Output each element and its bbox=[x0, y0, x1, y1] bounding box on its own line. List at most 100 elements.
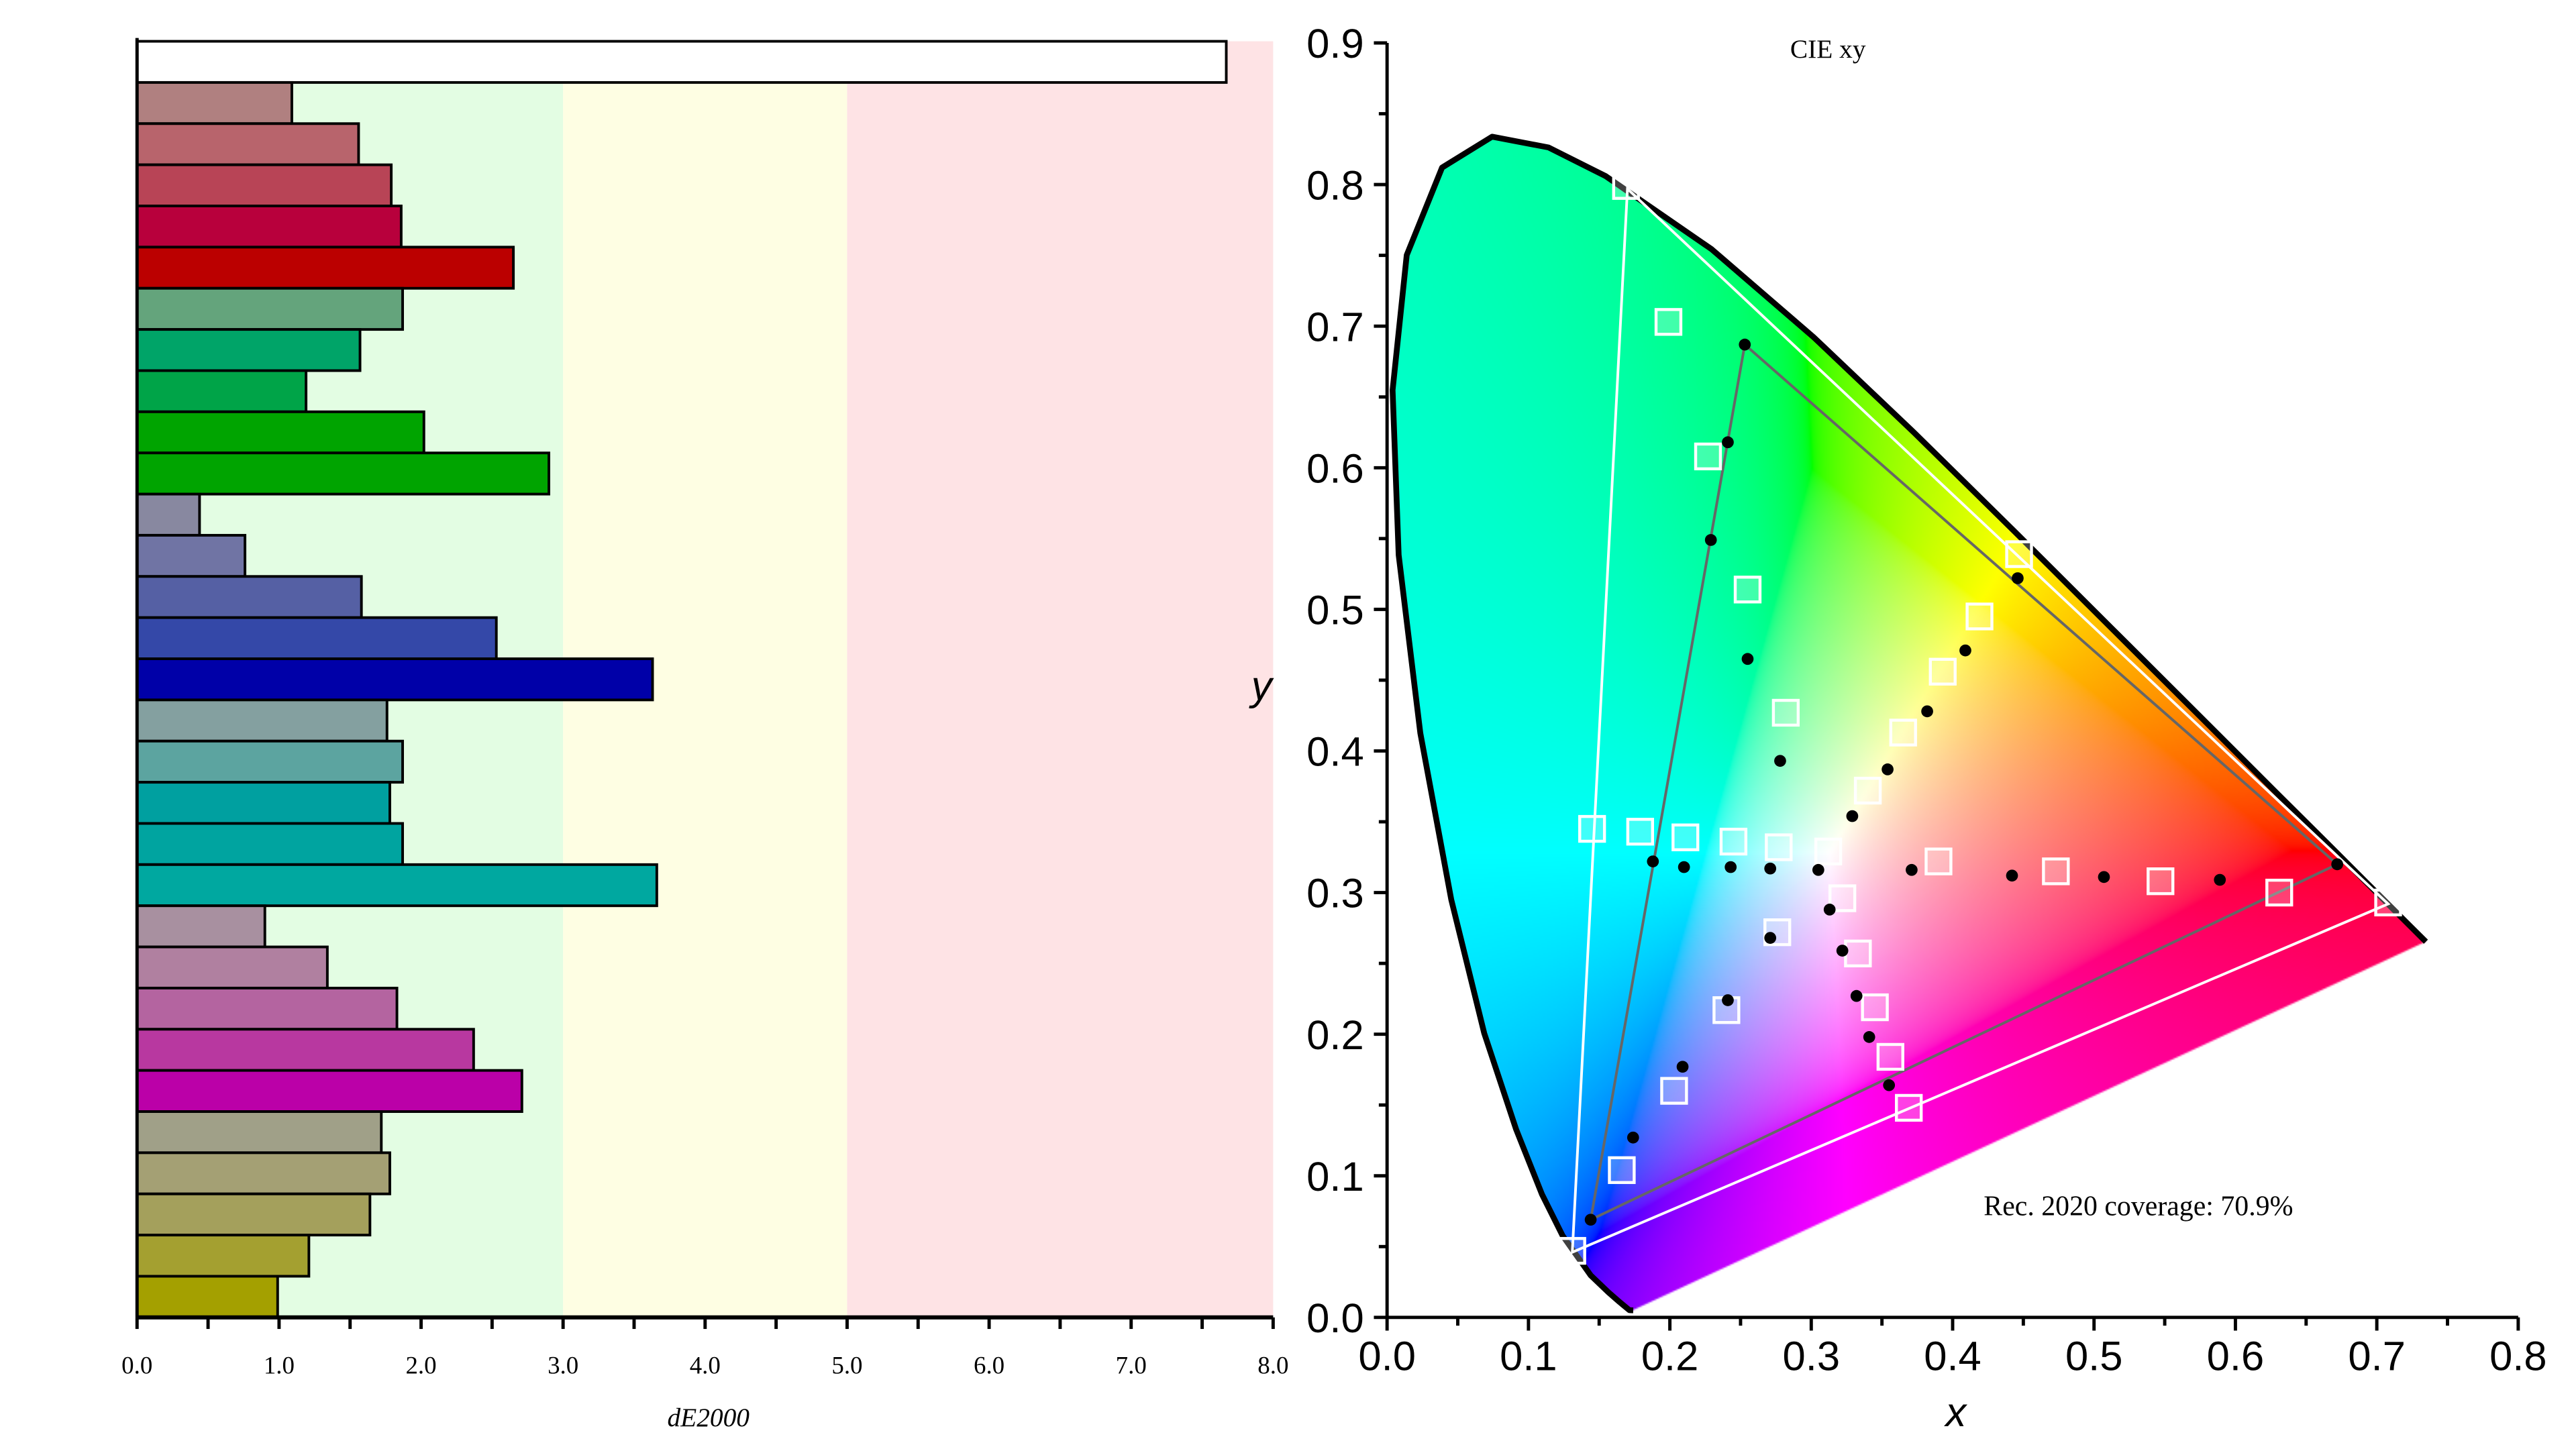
bar bbox=[136, 904, 266, 949]
y-tick-label: 0.3 bbox=[1306, 871, 1364, 917]
measured-point bbox=[1678, 861, 1690, 873]
bar bbox=[136, 698, 389, 743]
bar bbox=[136, 40, 1228, 84]
x-tick-label: 0.6 bbox=[2207, 1334, 2265, 1380]
measured-point bbox=[1584, 1214, 1597, 1226]
y-tick-label: 0.4 bbox=[1306, 729, 1364, 775]
measured-point bbox=[1863, 1031, 1875, 1043]
x-tick-label: 0.0 bbox=[121, 1352, 152, 1379]
y-tick-label: 0.9 bbox=[1306, 21, 1364, 67]
display-gamut-triangle bbox=[1588, 341, 2340, 1222]
measured-point bbox=[1812, 863, 1824, 876]
chart-title: CIE xy bbox=[1790, 34, 1866, 64]
de2000-bar-chart: 0.0 1.0 2.0 3.0 4.0 5.0 6.0 7.0 8.0 dE2000 bbox=[121, 38, 1288, 1432]
target-point bbox=[1626, 818, 1655, 846]
target-point bbox=[1876, 1042, 1904, 1071]
target-point bbox=[1928, 657, 1957, 686]
measured-point bbox=[1627, 1131, 1639, 1144]
bar bbox=[136, 1069, 523, 1113]
bar bbox=[136, 410, 425, 455]
target-point bbox=[1558, 1236, 1586, 1265]
bar bbox=[136, 575, 363, 619]
target-point bbox=[1578, 814, 1606, 843]
bar bbox=[136, 80, 293, 125]
bar bbox=[136, 822, 404, 866]
coverage-annotation: Rec. 2020 coverage: 70.9% bbox=[1983, 1191, 2293, 1222]
x-tick-label: 2.0 bbox=[405, 1352, 436, 1379]
target-point bbox=[1765, 833, 1793, 861]
bar bbox=[136, 1192, 372, 1237]
y-tick-label: 0.5 bbox=[1306, 588, 1364, 634]
y-tick-label: 0.6 bbox=[1306, 445, 1364, 492]
target-point bbox=[1861, 993, 1889, 1022]
bar bbox=[136, 122, 360, 166]
measured-point bbox=[1764, 932, 1777, 944]
target-point bbox=[1895, 1093, 1923, 1122]
bar bbox=[136, 863, 658, 908]
rec2020-gamut-triangle bbox=[1571, 186, 2391, 1254]
x-tick-label: 3.0 bbox=[548, 1352, 578, 1379]
x-axis-label: dE2000 bbox=[667, 1403, 750, 1432]
bar bbox=[136, 328, 362, 372]
target-point bbox=[2265, 878, 2294, 907]
measured-point bbox=[1882, 763, 1894, 775]
measured-point bbox=[1739, 338, 1751, 351]
bar bbox=[136, 986, 399, 1031]
y-tick-label: 0.1 bbox=[1306, 1154, 1364, 1200]
cie-xy-chart: 0.0 0.1 0.2 0.3 0.4 0.5 0.6 0.7 0.8 0.0 0.1 0.2 0.3 0… bbox=[1249, 21, 2547, 1436]
target-point bbox=[1853, 776, 1882, 805]
target-point bbox=[1924, 847, 1953, 875]
measured-point bbox=[1836, 945, 1849, 957]
measured-point bbox=[2214, 873, 2226, 886]
target-point bbox=[1671, 823, 1700, 851]
bar bbox=[136, 1110, 383, 1155]
x-tick-label: 1.0 bbox=[264, 1352, 295, 1379]
measured-point bbox=[2331, 858, 2344, 871]
y-tick-label: 0.7 bbox=[1306, 304, 1364, 350]
target-point bbox=[1814, 837, 1843, 866]
target-point bbox=[1612, 172, 1640, 200]
measured-point bbox=[1722, 436, 1734, 449]
x-tick-label: 0.8 bbox=[2489, 1334, 2547, 1380]
measured-point bbox=[2012, 572, 2024, 584]
bar bbox=[136, 163, 393, 207]
y-tick-label: 0.8 bbox=[1306, 162, 1364, 209]
x-tick-label: 6.0 bbox=[974, 1352, 1004, 1379]
bar bbox=[136, 492, 201, 537]
measured-point bbox=[1823, 904, 1836, 916]
measured-point bbox=[1774, 755, 1786, 767]
measured-point bbox=[1959, 644, 1971, 657]
target-point bbox=[2005, 540, 2033, 568]
bar bbox=[136, 739, 404, 784]
x-tick-label: 0.2 bbox=[1641, 1334, 1699, 1380]
bar bbox=[136, 1151, 391, 1195]
measured-point bbox=[1676, 1061, 1689, 1073]
bar bbox=[136, 533, 247, 578]
x-tick-label: 0.7 bbox=[2348, 1334, 2406, 1380]
bar bbox=[136, 205, 403, 249]
bar bbox=[136, 451, 550, 496]
bar bbox=[136, 1234, 311, 1278]
measured-point bbox=[1846, 810, 1859, 822]
measured-point bbox=[1850, 989, 1863, 1002]
x-tick-label: 0.1 bbox=[1500, 1334, 1557, 1380]
measured-point bbox=[1704, 534, 1717, 546]
measured-point bbox=[2098, 871, 2110, 883]
threshold-band bbox=[847, 41, 1274, 1318]
target-point bbox=[1654, 308, 1683, 336]
target-point bbox=[2147, 867, 2175, 896]
bar bbox=[136, 369, 308, 413]
bar bbox=[136, 945, 329, 989]
measured-point bbox=[1724, 861, 1737, 873]
measured-point bbox=[1741, 653, 1754, 665]
x-tick-label: 5.0 bbox=[831, 1352, 862, 1379]
bar bbox=[136, 781, 391, 825]
measured-point bbox=[1764, 862, 1777, 875]
measured-point bbox=[1647, 855, 1659, 867]
x-tick-label: 0.5 bbox=[2065, 1334, 2123, 1380]
target-point bbox=[1965, 602, 1994, 631]
target-point bbox=[1771, 698, 1800, 727]
target-point bbox=[1733, 576, 1762, 604]
